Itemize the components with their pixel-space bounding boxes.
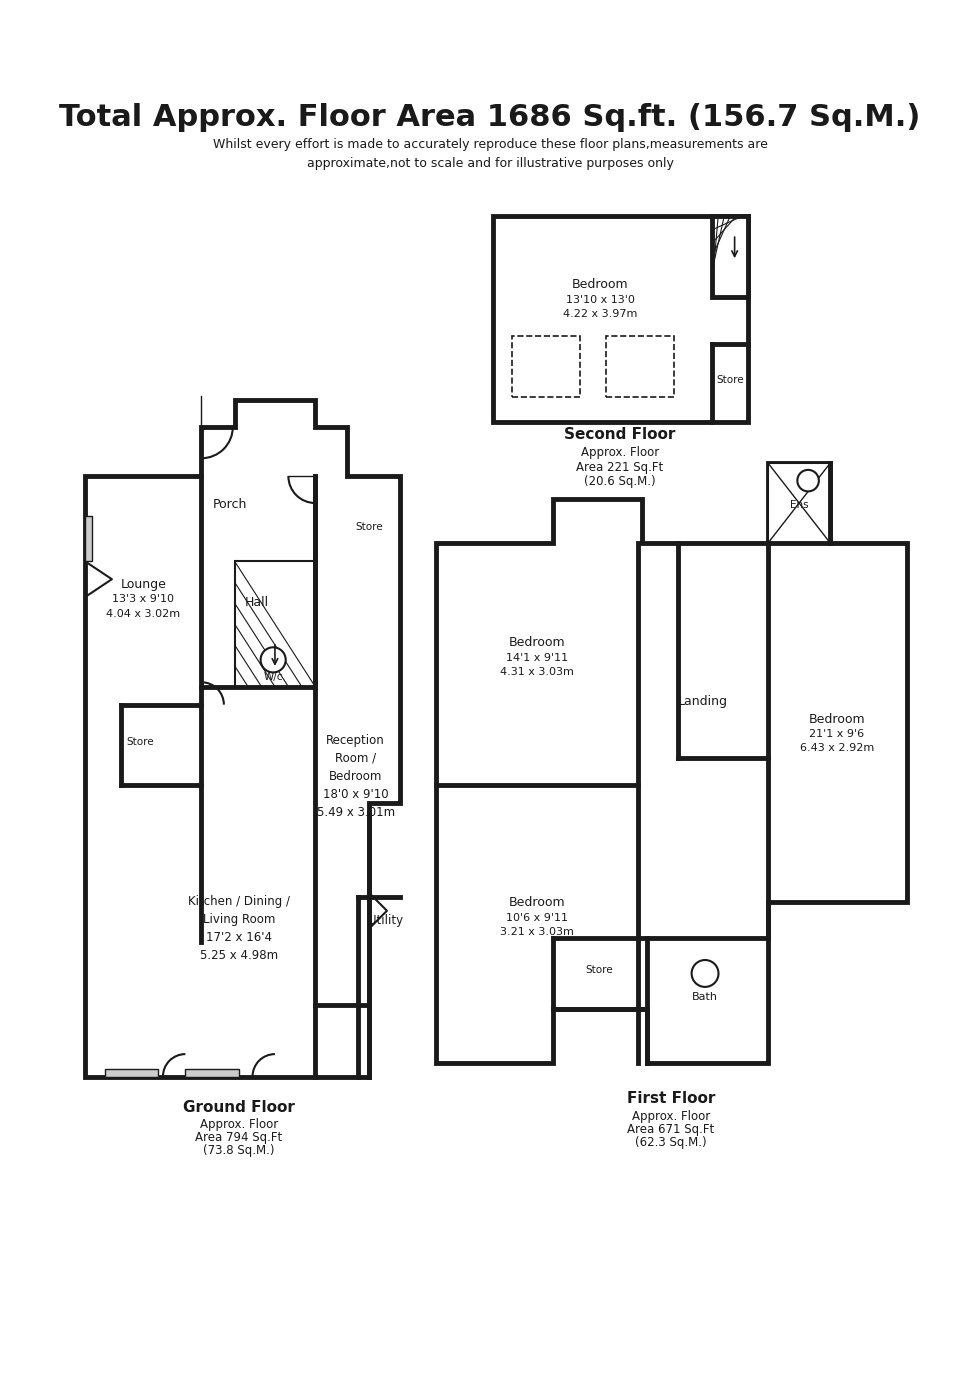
Text: 4.22 x 3.97m: 4.22 x 3.97m [564, 309, 637, 319]
Text: 13'10 x 13'0: 13'10 x 13'0 [565, 295, 635, 305]
Polygon shape [234, 561, 316, 686]
Text: Ground Floor: Ground Floor [183, 1100, 295, 1116]
Text: 4.31 x 3.03m: 4.31 x 3.03m [500, 667, 573, 678]
Text: Bedroom: Bedroom [572, 279, 628, 291]
Text: Bedroom: Bedroom [808, 712, 865, 725]
Polygon shape [712, 216, 748, 297]
Text: Store: Store [355, 523, 383, 532]
Text: Total Approx. Floor Area 1686 Sq.ft. (156.7 Sq.M.): Total Approx. Floor Area 1686 Sq.ft. (15… [60, 103, 920, 132]
Text: Whilst every effort is made to accurately reproduce these floor plans,measuremen: Whilst every effort is made to accuratel… [213, 137, 767, 169]
Text: Bedroom: Bedroom [509, 897, 564, 909]
Text: Approx. Floor: Approx. Floor [581, 446, 660, 459]
Text: Lounge: Lounge [121, 578, 167, 592]
Text: Area 221 Sq.Ft: Area 221 Sq.Ft [576, 460, 663, 474]
Text: (62.3 Sq.M.): (62.3 Sq.M.) [635, 1135, 707, 1149]
Text: 3.21 x 3.03m: 3.21 x 3.03m [500, 927, 573, 937]
Text: Approx. Floor: Approx. Floor [632, 1110, 710, 1124]
Text: 21'1 x 9'6: 21'1 x 9'6 [809, 729, 864, 739]
Text: Ens: Ens [790, 499, 808, 510]
Text: (73.8 Sq.M.): (73.8 Sq.M.) [204, 1143, 274, 1156]
Text: Second Floor: Second Floor [564, 427, 675, 442]
Text: Bedroom: Bedroom [509, 636, 564, 650]
Text: Hall: Hall [245, 596, 270, 608]
Text: Utility: Utility [368, 915, 403, 927]
Text: Landing: Landing [677, 694, 727, 708]
Polygon shape [493, 216, 748, 423]
Text: Approx. Floor: Approx. Floor [200, 1119, 278, 1131]
Text: Area 794 Sq.Ft: Area 794 Sq.Ft [195, 1131, 283, 1143]
Text: Bath: Bath [692, 992, 718, 1002]
Circle shape [692, 960, 718, 987]
Text: 6.43 x 2.92m: 6.43 x 2.92m [800, 743, 874, 753]
Circle shape [798, 470, 819, 492]
Bar [185, 1070, 239, 1077]
Text: Store: Store [585, 966, 613, 976]
Text: Area 671 Sq.Ft: Area 671 Sq.Ft [627, 1123, 714, 1137]
Circle shape [261, 647, 286, 672]
Text: W/c: W/c [264, 672, 283, 682]
Polygon shape [436, 463, 906, 1063]
Text: Porch: Porch [213, 498, 247, 510]
Text: 10'6 x 9'11: 10'6 x 9'11 [506, 912, 567, 923]
Polygon shape [767, 463, 830, 543]
Text: Kitchen / Dining /
Living Room
17'2 x 16'4
5.25 x 4.98m: Kitchen / Dining / Living Room 17'2 x 16… [188, 895, 290, 962]
Text: Store: Store [126, 737, 155, 747]
Bar [105, 1070, 159, 1077]
Text: 14'1 x 9'11: 14'1 x 9'11 [506, 653, 567, 663]
Polygon shape [85, 401, 401, 1077]
Bar [607, 337, 673, 398]
Text: (20.6 Sq.M.): (20.6 Sq.M.) [584, 475, 656, 488]
Text: Store: Store [716, 376, 744, 385]
Bar [85, 517, 92, 561]
Text: First Floor: First Floor [627, 1091, 715, 1106]
Bar [513, 337, 579, 398]
Text: 4.04 x 3.02m: 4.04 x 3.02m [106, 608, 180, 618]
Text: 13'3 x 9'10: 13'3 x 9'10 [113, 595, 174, 604]
Text: Reception
Room /
Bedroom
18'0 x 9'10
5.49 x 3.01m: Reception Room / Bedroom 18'0 x 9'10 5.4… [317, 733, 395, 819]
